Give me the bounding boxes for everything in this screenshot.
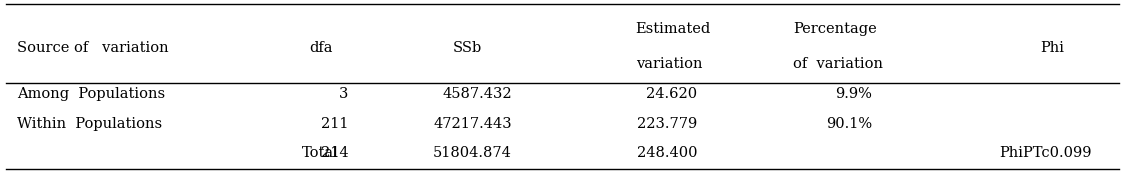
- Text: 4587.432: 4587.432: [442, 87, 512, 101]
- Text: Estimated: Estimated: [636, 22, 711, 36]
- Text: 9.9%: 9.9%: [835, 87, 872, 101]
- Text: Among  Populations: Among Populations: [17, 87, 165, 101]
- Text: 248.400: 248.400: [637, 146, 698, 160]
- Text: 223.779: 223.779: [637, 117, 698, 131]
- Text: Total: Total: [303, 146, 339, 160]
- Text: SSb: SSb: [452, 42, 481, 55]
- Text: 47217.443: 47217.443: [433, 117, 512, 131]
- Text: variation: variation: [636, 57, 702, 71]
- Text: 3: 3: [340, 87, 349, 101]
- Text: dfa: dfa: [309, 42, 332, 55]
- Text: Source of   variation: Source of variation: [17, 42, 169, 55]
- Text: 214: 214: [321, 146, 349, 160]
- Text: of  variation: of variation: [793, 57, 883, 71]
- Text: Percentage: Percentage: [793, 22, 876, 36]
- Text: 211: 211: [322, 117, 349, 131]
- Text: 24.620: 24.620: [647, 87, 698, 101]
- Text: 51804.874: 51804.874: [433, 146, 512, 160]
- Text: PhiPTc0.099: PhiPTc0.099: [999, 146, 1091, 160]
- Text: Phi: Phi: [1040, 42, 1064, 55]
- Text: 90.1%: 90.1%: [826, 117, 872, 131]
- Text: Within  Populations: Within Populations: [17, 117, 162, 131]
